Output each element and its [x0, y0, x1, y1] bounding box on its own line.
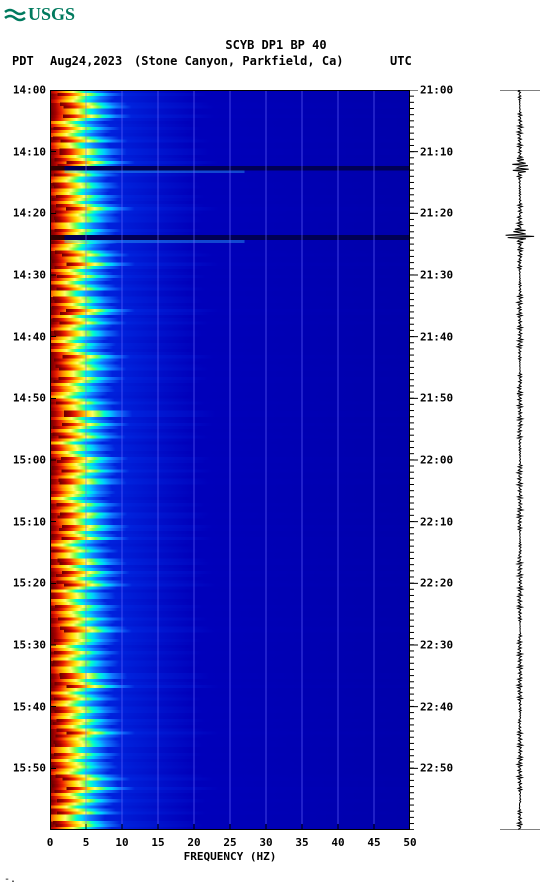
wave-icon: [4, 6, 26, 24]
ytick-right: 21:50: [420, 392, 453, 405]
ytick-left: 15:20: [4, 577, 46, 590]
location-label: (Stone Canyon, Parkfield, Ca): [134, 54, 344, 68]
ytick-right: 21:00: [420, 84, 453, 97]
xtick: 50: [403, 836, 416, 849]
utc-label: UTC: [390, 54, 412, 68]
ytick-left: 14:00: [4, 84, 46, 97]
spectrogram-svg: [50, 90, 410, 830]
x-axis-label: FREQUENCY (HZ): [50, 850, 410, 863]
ytick-right: 22:40: [420, 700, 453, 713]
ytick-left: 15:40: [4, 700, 46, 713]
ytick-left: 14:30: [4, 269, 46, 282]
ytick-left: 15:30: [4, 639, 46, 652]
right-axis-ticks: [410, 90, 418, 830]
ytick-left: 14:50: [4, 392, 46, 405]
xtick: 5: [83, 836, 90, 849]
ytick-right: 22:10: [420, 515, 453, 528]
xtick: 0: [47, 836, 54, 849]
xtick: 35: [295, 836, 308, 849]
right-ticks-svg: [410, 90, 418, 830]
ytick-left: 14:40: [4, 330, 46, 343]
ytick-right: 21:20: [420, 207, 453, 220]
footer-mark: -.: [4, 874, 16, 885]
ytick-left: 14:10: [4, 145, 46, 158]
spectrogram-plot: [50, 90, 410, 830]
date-label: Aug24,2023: [50, 54, 122, 68]
ytick-right: 21:40: [420, 330, 453, 343]
logo-text: USGS: [28, 4, 75, 25]
ytick-right: 22:50: [420, 762, 453, 775]
seismogram-panel: [500, 90, 540, 830]
pdt-label: PDT: [12, 54, 34, 68]
ytick-right: 22:30: [420, 639, 453, 652]
ytick-right: 22:00: [420, 454, 453, 467]
ytick-right: 22:20: [420, 577, 453, 590]
xtick: 40: [331, 836, 344, 849]
xtick: 25: [223, 836, 236, 849]
seismogram-svg: [500, 90, 540, 830]
ytick-left: 15:50: [4, 762, 46, 775]
ytick-left: 14:20: [4, 207, 46, 220]
xtick: 45: [367, 836, 380, 849]
ytick-right: 21:10: [420, 145, 453, 158]
xtick: 15: [151, 836, 164, 849]
chart-title: SCYB DP1 BP 40: [0, 38, 552, 52]
ytick-left: 15:10: [4, 515, 46, 528]
ytick-left: 15:00: [4, 454, 46, 467]
xtick: 10: [115, 836, 128, 849]
ytick-right: 21:30: [420, 269, 453, 282]
xtick: 20: [187, 836, 200, 849]
xtick: 30: [259, 836, 272, 849]
usgs-logo: USGS: [4, 4, 75, 25]
